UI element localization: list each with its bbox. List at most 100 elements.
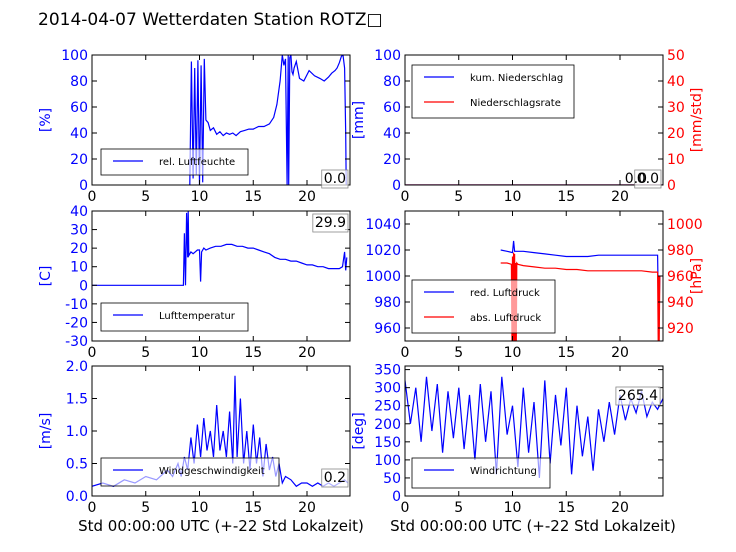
y-tick-label-right: 0 (667, 178, 676, 194)
y-tick-label: 80 (70, 74, 88, 90)
legend-entry: rel. Luftfeuchte (159, 157, 235, 168)
x-tick-label: 5 (454, 189, 463, 205)
x-tick-label: 0 (401, 189, 410, 205)
series-line-1 (500, 240, 661, 329)
y-tick-label: 0 (392, 489, 401, 505)
x-tick-label: 20 (298, 189, 316, 205)
x-tick-label: 15 (557, 345, 575, 361)
x-tick-label: 10 (191, 500, 209, 516)
x-tick-label: 15 (244, 189, 262, 205)
legend-box (100, 148, 249, 176)
x-tick-label: 10 (504, 500, 522, 516)
panel-wind_direction: 0 5 10 15 20050100150200250300350[deg]Windri… (351, 363, 664, 516)
y-tick-label: 20 (70, 152, 88, 168)
legend-box (411, 64, 575, 119)
x-tick-label: 0 (88, 189, 97, 205)
x-axis-label-left: Std 00:00:00 UTC (+-22 Std Lokalzeit) (78, 517, 364, 535)
x-tick-label: 0 (401, 500, 410, 516)
y-tick-label: 30 (70, 223, 88, 239)
value-box-frame (634, 169, 662, 189)
value-box-2: 0.0 (625, 171, 647, 187)
y-tick-label: 0.5 (66, 457, 88, 473)
y-tick-label: 0.0 (66, 489, 88, 505)
y-axis-label-right: [mm/std] (689, 88, 705, 153)
y-tick-label-right: 940 (667, 295, 694, 311)
y-tick-label: 60 (70, 100, 88, 116)
y-tick-label: 40 (383, 126, 401, 142)
x-tick-label: 5 (141, 189, 150, 205)
x-tick-label: 5 (454, 500, 463, 516)
y-tick-label: -10 (65, 297, 88, 313)
legend-box (100, 457, 280, 487)
y-tick-label-right: 980 (667, 243, 694, 259)
x-tick-label: 15 (244, 345, 262, 361)
x-tick-label: 10 (191, 189, 209, 205)
x-tick-label: 5 (454, 345, 463, 361)
y-tick-label: 20 (70, 241, 88, 257)
panel-pressure: 0 5 10 15 20 960 980 1000 1020 1040 920 940 960 980 10… (365, 210, 705, 361)
x-tick-label: 20 (298, 345, 316, 361)
y-tick-label: 960 (374, 321, 401, 337)
y-tick-label: 50 (383, 471, 401, 487)
y-tick-label: 1040 (365, 217, 401, 233)
y-tick-label: 350 (374, 363, 401, 379)
legend-entry: Niederschlagsrate (470, 98, 561, 109)
panel-temperature: 0 5 10 15 20 -30 -20 -10 0 10 20 30 40 [C] Lufttempera… (38, 204, 351, 361)
legend-entry: abs. Luftdruck (470, 313, 541, 324)
x-tick-label: 0 (88, 345, 97, 361)
x-tick-label: 20 (611, 500, 629, 516)
y-tick-label: 150 (374, 435, 401, 451)
y-tick-label: 40 (70, 204, 88, 220)
y-axis-label-right: [hPa] (689, 258, 705, 294)
y-tick-label: 300 (374, 381, 401, 397)
y-tick-label: 980 (374, 295, 401, 311)
x-tick-label: 10 (504, 189, 522, 205)
x-tick-label: 20 (298, 500, 316, 516)
value-box-frame (312, 213, 349, 233)
plot-frame (91, 54, 351, 186)
y-tick-label: 40 (70, 126, 88, 142)
plot-frame (404, 54, 664, 186)
panel-precipitation: 0 5 10 15 20 0 20 40 60 80 100 0 10 20 30 40 50 [mm] [mm/s… (351, 48, 705, 205)
x-tick-label: 0 (88, 500, 97, 516)
y-tick-label-right: 30 (667, 100, 685, 116)
value-box: 265.4 (618, 388, 658, 404)
value-box-frame (321, 169, 349, 189)
y-tick-label: 0 (79, 278, 88, 294)
x-tick-label: 15 (244, 500, 262, 516)
x-tick-label: 15 (557, 500, 575, 516)
y-tick-label: 100 (61, 48, 88, 64)
x-tick-label: 20 (611, 189, 629, 205)
x-tick-label: 5 (141, 345, 150, 361)
y-tick-label-right: 10 (667, 152, 685, 168)
y-tick-label: 20 (383, 152, 401, 168)
figure-title: 2014-04-07 Wetterdaten Station ROTZ□ (38, 10, 383, 30)
y-tick-label: 250 (374, 399, 401, 415)
y-axis-label: [C] (38, 266, 54, 287)
y-tick-label: 1.5 (66, 392, 88, 408)
y-axis-label: [m/s] (38, 413, 54, 450)
legend-box (411, 457, 551, 489)
y-tick-label-right: 1000 (667, 217, 703, 233)
x-tick-label: 10 (504, 345, 522, 361)
y-tick-label: 0 (392, 178, 401, 194)
y-tick-label: 200 (374, 417, 401, 433)
y-axis-label: [%] (38, 108, 54, 132)
value-box-frame (321, 468, 349, 488)
y-tick-label: 1020 (365, 243, 401, 259)
panel-wind_speed: 0 5 10 15 20 0.0 0.5 1.0 1.5 2.0 [m/s] Windgeschwin… (38, 359, 351, 516)
y-tick-label-right: 960 (667, 269, 694, 285)
y-tick-label: 10 (70, 260, 88, 276)
y-tick-label: 0 (79, 178, 88, 194)
y-tick-label: -20 (65, 315, 88, 331)
series-line-1 (92, 211, 348, 286)
panel-humidity: 0 5 10 15 20 0 20 40 60 80 100 [%] rel. Luftfeuchte 0… (38, 48, 351, 205)
y-tick-label: 80 (383, 74, 401, 90)
plot-frame (91, 210, 351, 342)
series-line-1 (189, 55, 347, 185)
y-tick-label: 1.0 (66, 424, 88, 440)
x-axis-label-right: Std 00:00:00 UTC (+-22 Std Lokalzeit) (390, 517, 676, 535)
y-tick-label: 2.0 (66, 359, 88, 375)
